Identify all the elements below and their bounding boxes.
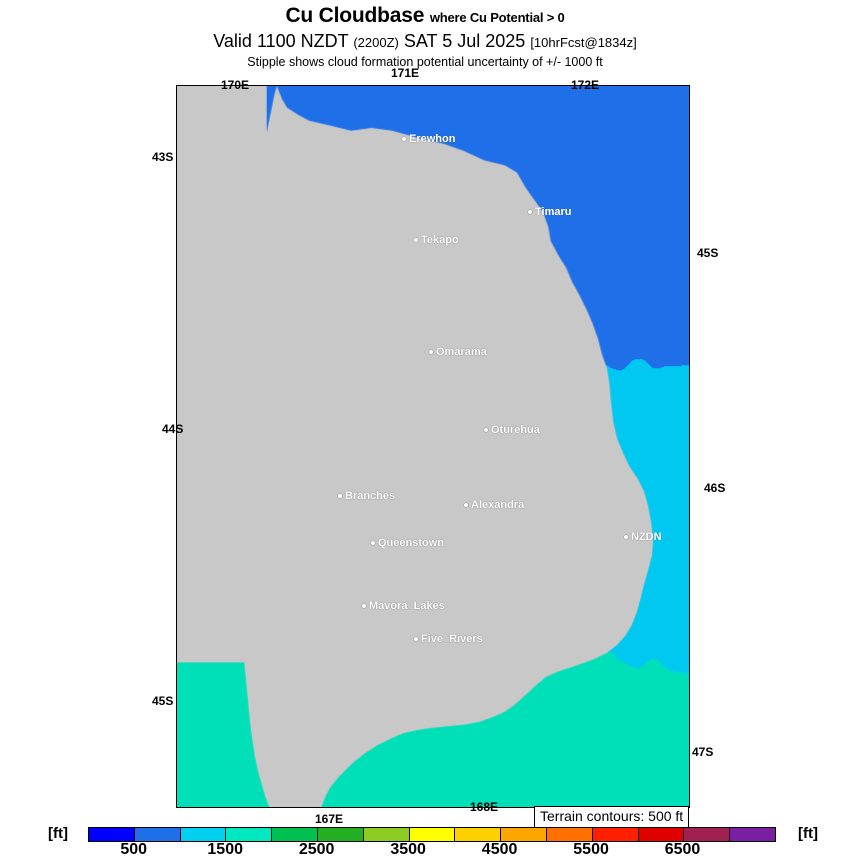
page-title: Cu Cloudbase [285,4,425,27]
colorbar-swatch-4 [272,828,318,841]
title-line-1: Cu Cloudbase where Cu Potential > 0 [0,4,850,30]
colorbar-swatch-1 [134,828,181,841]
terrain-contour-note: Terrain contours: 500 ft [534,806,690,828]
colorbar-tick-3500: 3500 [390,841,426,858]
colorbar-swatch-7 [409,828,456,841]
title-condition: where Cu Potential > 0 [429,10,565,25]
colorbar-swatch-3 [226,828,273,841]
lat-label-left-43S: 43S [152,150,174,164]
lat-label-left-44S: 44S [162,422,184,436]
colorbar-swatch-12 [638,828,685,841]
colorbar-unit-right: [ft] [798,825,818,842]
lat-label-right-47S: 47S [692,745,714,759]
title-subtitle: Stipple shows cloud formation potential … [247,55,603,69]
colorbar: [ft] [ft] 500 1500 2500 3500 4500 5500 6500 [0,825,850,861]
lon-label-168E: 168E [470,800,499,814]
colorbar-swatch-5 [317,828,364,841]
colorbar-swatch-11 [592,828,639,841]
forecast-map[interactable] [176,85,690,808]
colorbar-swatches [88,827,776,842]
title-block: Cu Cloudbase where Cu Potential > 0 Vali… [0,4,850,70]
colorbar-tick-5500: 5500 [573,841,609,858]
colorbar-tick-6500: 6500 [664,841,701,858]
colorbar-swatch-13 [684,828,731,841]
colorbar-tick-4500: 4500 [481,841,518,858]
lon-label-172E: 172E [571,78,600,92]
colorbar-swatch-14 [730,828,775,841]
colorbar-swatch-8 [455,828,502,841]
lat-label-right-45S: 45S [697,246,719,260]
colorbar-tick-1500: 1500 [207,841,243,858]
colorbar-tick-500: 500 [120,841,148,858]
title-line-2: Valid 1100 NZDT (2200Z) SAT 5 Jul 2025 [… [0,30,850,54]
colorbar-tick-labels: 500 1500 2500 3500 4500 5500 6500 [88,841,776,861]
valid-time: Valid 1100 NZDT [213,31,349,51]
lat-label-right-46S: 46S [704,481,726,495]
colorbar-swatch-6 [363,828,410,841]
valid-time-zulu: (2200Z) [353,35,399,50]
lat-label-left-45S: 45S [152,694,174,708]
colorbar-swatch-0 [89,828,135,841]
valid-date: SAT 5 Jul 2025 [403,31,526,51]
lon-label-171E: 171E [391,66,420,80]
colorbar-unit-left: [ft] [48,825,68,842]
colorbar-tick-2500: 2500 [298,841,335,858]
lon-label-170E: 170E [221,78,250,92]
lon-label-167E: 167E [315,812,344,826]
forecast-tag: [10hrFcst@1834z] [530,35,637,50]
colorbar-swatch-2 [180,828,227,841]
map-raster [177,86,689,807]
colorbar-swatch-10 [546,828,593,841]
colorbar-swatch-9 [501,828,547,841]
